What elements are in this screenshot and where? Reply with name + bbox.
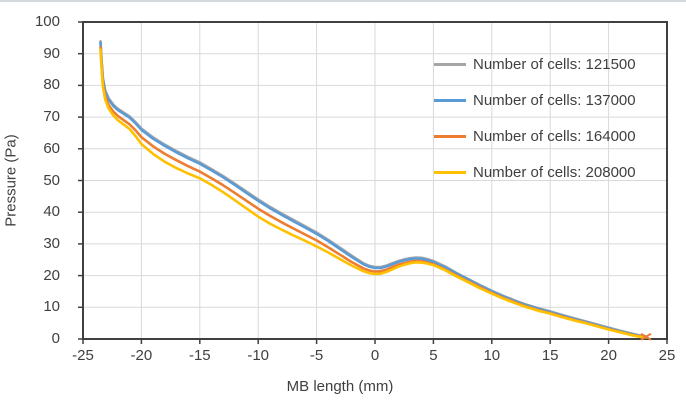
x-tick-label: 0: [370, 347, 380, 364]
legend-label: Number of cells: 164000: [473, 127, 636, 145]
x-tick-label: 25: [658, 347, 676, 364]
y-tick-label: 80: [43, 76, 60, 94]
legend-line-swatch: [434, 62, 466, 66]
x-axis-title: MB length (mm): [286, 378, 394, 395]
legend-item: Number of cells: 137000: [434, 82, 636, 118]
legend-line-swatch: [434, 98, 466, 102]
legend: Number of cells: 121500 Number of cells:…: [434, 46, 636, 190]
legend-label: Number of cells: 121500: [473, 55, 636, 73]
x-tick-label: -25: [72, 347, 94, 364]
y-tick-label: 30: [43, 234, 60, 252]
y-tick-label: 90: [43, 44, 60, 62]
y-tick-label: 60: [43, 139, 60, 157]
legend-label: Number of cells: 137000: [473, 91, 636, 109]
y-tick-label: 0: [51, 330, 60, 347]
x-tick-label: -20: [130, 347, 153, 364]
y-tick-label: 40: [43, 203, 60, 221]
x-tick-label: 5: [429, 347, 438, 364]
x-tick-label: -15: [188, 347, 211, 364]
y-tick-label: 70: [43, 108, 60, 126]
legend-item: Number of cells: 208000: [434, 154, 636, 190]
legend-line-swatch: [434, 134, 466, 138]
x-tick-label: -10: [247, 347, 270, 364]
x-tick-label: 20: [600, 347, 617, 364]
legend-item: Number of cells: 164000: [434, 118, 636, 154]
y-tick-label: 10: [43, 298, 60, 316]
x-tick-label: -5: [309, 347, 324, 364]
y-tick-label: 100: [34, 13, 60, 30]
y-tick-label: 20: [43, 266, 60, 284]
legend-line-swatch: [434, 170, 466, 174]
x-tick-label: 10: [483, 347, 501, 364]
legend-item: Number of cells: 121500: [434, 46, 636, 82]
legend-label: Number of cells: 208000: [473, 163, 636, 181]
y-axis-title: Pressure (Pa): [2, 134, 20, 227]
x-tick-label: 15: [541, 347, 559, 364]
y-tick-label: 50: [43, 171, 60, 189]
window-top-border: [0, 0, 686, 2]
